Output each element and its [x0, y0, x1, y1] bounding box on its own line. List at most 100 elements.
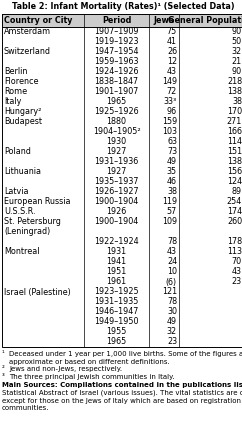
Text: 26: 26	[167, 48, 177, 57]
Text: 1941: 1941	[106, 258, 127, 267]
Text: 1926–1927: 1926–1927	[94, 187, 139, 197]
Text: 1961: 1961	[106, 278, 127, 287]
Text: 43: 43	[232, 267, 242, 276]
Text: 1955: 1955	[106, 328, 127, 336]
Text: 32: 32	[232, 48, 242, 57]
Text: 1880: 1880	[106, 117, 127, 126]
Text: ¹: ¹	[2, 351, 5, 357]
Text: 49: 49	[167, 317, 177, 327]
Text: 96: 96	[167, 108, 177, 117]
Text: 21: 21	[232, 57, 242, 66]
Text: Main Sources: Compilations contained in the publications listed in the Bibliogra: Main Sources: Compilations contained in …	[2, 382, 242, 388]
Text: 23: 23	[232, 278, 242, 287]
Text: 72: 72	[167, 88, 177, 97]
Text: 24: 24	[167, 258, 177, 267]
Text: 1904–1905²: 1904–1905²	[93, 128, 140, 137]
Text: 50: 50	[232, 37, 242, 46]
Text: Deceased under 1 year per 1,000 live births. Some of the figures are only: Deceased under 1 year per 1,000 live bir…	[9, 351, 242, 357]
Text: 38: 38	[232, 97, 242, 106]
Text: 113: 113	[227, 247, 242, 256]
Text: 138: 138	[227, 88, 242, 97]
Text: 1947–1954: 1947–1954	[94, 48, 139, 57]
Text: 1931: 1931	[106, 247, 127, 256]
Text: (6): (6)	[166, 278, 177, 287]
Text: 218: 218	[227, 77, 242, 86]
Text: 23: 23	[167, 337, 177, 347]
Text: 1907–1909: 1907–1909	[94, 28, 139, 36]
Text: 1931–1935: 1931–1935	[94, 298, 139, 307]
Text: General Population: General Population	[168, 16, 242, 25]
Text: 10: 10	[167, 267, 177, 276]
Text: Hungary²: Hungary²	[4, 108, 41, 117]
Text: 174: 174	[227, 207, 242, 217]
Text: 1959–1963: 1959–1963	[94, 57, 139, 66]
Text: 30: 30	[167, 307, 177, 316]
Text: 1900–1904: 1900–1904	[94, 218, 139, 227]
Text: 1930: 1930	[106, 138, 127, 146]
Text: 46: 46	[167, 178, 177, 186]
Text: 75: 75	[167, 28, 177, 36]
Text: 159: 159	[162, 117, 177, 126]
Text: 1946–1947: 1946–1947	[94, 307, 139, 316]
Text: European Russia: European Russia	[4, 198, 70, 206]
Text: 166: 166	[227, 128, 242, 137]
Text: Rome: Rome	[4, 88, 27, 97]
Text: 121: 121	[162, 287, 177, 296]
Text: 78: 78	[167, 238, 177, 247]
Text: Latvia: Latvia	[4, 187, 29, 197]
Text: 41: 41	[167, 37, 177, 46]
Text: 138: 138	[227, 158, 242, 166]
Text: Florence: Florence	[4, 77, 38, 86]
Text: Country or City: Country or City	[4, 16, 73, 25]
Text: 33³: 33³	[164, 97, 177, 106]
Text: 49: 49	[167, 158, 177, 166]
Text: 1900–1904: 1900–1904	[94, 198, 139, 206]
Text: 1901–1907: 1901–1907	[94, 88, 139, 97]
Text: 151: 151	[227, 147, 242, 157]
Text: 73: 73	[167, 147, 177, 157]
Text: 1935–1937: 1935–1937	[94, 178, 139, 186]
Text: 1923–1925: 1923–1925	[94, 287, 139, 296]
Text: except for those on the Jews of Italy which are based on registration by the Jew: except for those on the Jews of Italy wh…	[2, 397, 242, 404]
Text: 1951: 1951	[106, 267, 127, 276]
Text: 1925–1926: 1925–1926	[94, 108, 139, 117]
Text: Amsterdam: Amsterdam	[4, 28, 51, 36]
Text: ²: ²	[2, 367, 5, 372]
Text: 90: 90	[232, 68, 242, 77]
Text: Period: Period	[102, 16, 131, 25]
Text: 271: 271	[227, 117, 242, 126]
Text: Lithuania: Lithuania	[4, 167, 41, 177]
Text: 149: 149	[162, 77, 177, 86]
Text: 156: 156	[227, 167, 242, 177]
Text: Berlin: Berlin	[4, 68, 27, 77]
Text: 254: 254	[227, 198, 242, 206]
Text: 12: 12	[167, 57, 177, 66]
Text: 1927: 1927	[106, 147, 127, 157]
Text: 57: 57	[167, 207, 177, 217]
Text: The three principal Jewish communities in Italy.: The three principal Jewish communities i…	[9, 374, 174, 380]
Text: 1931–1936: 1931–1936	[94, 158, 139, 166]
Text: 103: 103	[162, 128, 177, 137]
Text: 43: 43	[167, 247, 177, 256]
Text: ³: ³	[2, 374, 5, 380]
Text: 1926: 1926	[106, 207, 127, 217]
Text: 1838–1847: 1838–1847	[94, 77, 139, 86]
Text: 32: 32	[167, 328, 177, 336]
Text: 170: 170	[227, 108, 242, 117]
Text: U.S.S.R.: U.S.S.R.	[4, 207, 36, 217]
Text: Jews: Jews	[154, 16, 174, 25]
Text: 124: 124	[227, 178, 242, 186]
Text: Statistical Abstract of Israel (various issues). The vital statistics are offici: Statistical Abstract of Israel (various …	[2, 390, 242, 396]
Text: Montreal: Montreal	[4, 247, 39, 256]
Text: 89: 89	[232, 187, 242, 197]
Bar	[2, 14, 242, 27]
Text: 114: 114	[227, 138, 242, 146]
Text: Switzerland: Switzerland	[4, 48, 51, 57]
Text: St. Petersburg: St. Petersburg	[4, 218, 61, 227]
Text: 38: 38	[167, 187, 177, 197]
Text: 1965: 1965	[106, 97, 127, 106]
Text: 78: 78	[167, 298, 177, 307]
Text: Jews and non-Jews, respectively.: Jews and non-Jews, respectively.	[9, 367, 122, 372]
Text: 1924–1926: 1924–1926	[94, 68, 139, 77]
Text: 119: 119	[162, 198, 177, 206]
